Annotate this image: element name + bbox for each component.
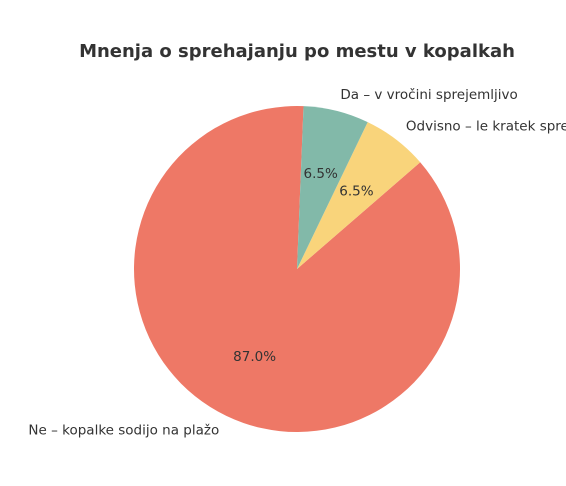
slice-label: Ne – kopalke sodijo na plažo [28,423,219,439]
pie-slice [297,122,421,269]
chart-title: Mnenja o sprehajanju po mestu v kopalkah [79,41,515,62]
slice-percent-label: 6.5% [304,166,338,182]
slices-layer [133,106,461,432]
slice-label: Odvisno – le kratek sprehod [406,119,566,135]
labels-layer: Ne – kopalke sodijo na plažo 87.0% Odvisno… [28,87,566,439]
slice-percent-label: 6.5% [339,183,373,199]
pie-slice [297,106,368,269]
slice-label: Da – v vročini sprejemljivo [340,87,517,103]
slice-percent-label: 87.0% [233,349,276,365]
